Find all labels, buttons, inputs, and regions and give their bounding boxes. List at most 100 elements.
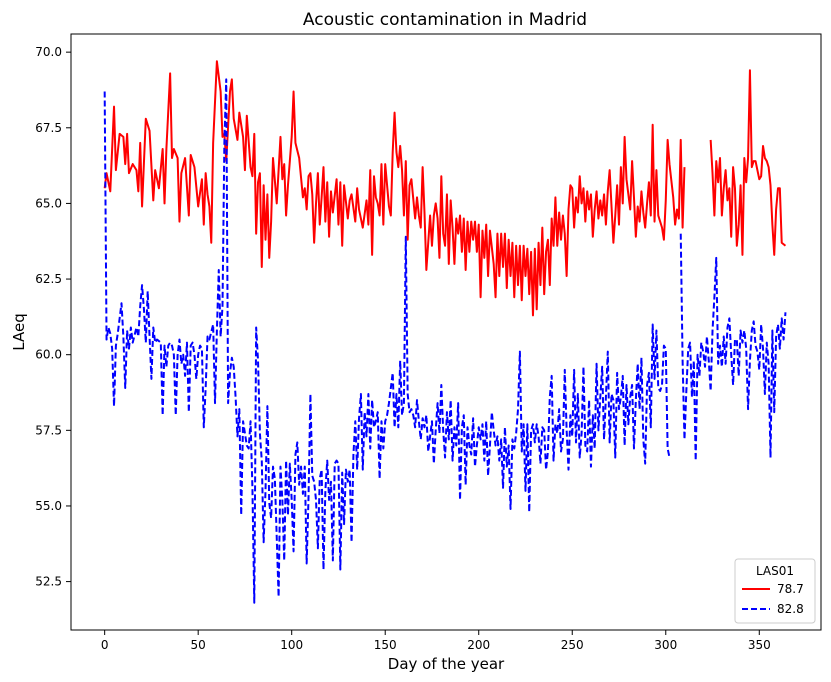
data-point	[397, 166, 399, 168]
data-point	[128, 348, 130, 350]
data-point	[545, 469, 547, 471]
data-point	[601, 215, 603, 217]
data-point	[472, 239, 474, 241]
data-point	[367, 224, 369, 226]
data-point	[164, 202, 166, 204]
data-point	[369, 447, 371, 449]
data-point	[336, 178, 338, 180]
data-point	[545, 251, 547, 253]
data-point	[358, 417, 360, 419]
data-point	[171, 157, 173, 159]
data-point	[412, 198, 414, 200]
data-point	[278, 169, 280, 171]
data-point	[178, 221, 180, 223]
data-point	[236, 139, 238, 141]
data-point	[231, 357, 233, 359]
data-point	[571, 435, 573, 437]
data-point	[672, 196, 674, 198]
data-point	[444, 457, 446, 459]
data-point	[332, 559, 334, 561]
data-point	[603, 438, 605, 440]
data-point	[111, 348, 113, 350]
data-point	[579, 175, 581, 177]
data-point	[683, 166, 685, 168]
data-point	[710, 139, 712, 141]
y-tick-label: 70.0	[35, 45, 62, 59]
data-point	[130, 168, 132, 170]
data-point	[199, 192, 201, 194]
data-point	[386, 414, 388, 416]
data-point	[143, 308, 145, 310]
data-point	[474, 221, 476, 223]
data-point	[588, 399, 590, 401]
data-point	[541, 426, 543, 428]
data-point	[321, 196, 323, 198]
data-point	[313, 242, 315, 244]
data-point	[459, 215, 461, 217]
data-point	[375, 420, 377, 422]
data-point	[663, 239, 665, 241]
data-point	[483, 460, 485, 462]
data-point	[530, 251, 532, 253]
x-tick-label: 250	[561, 638, 584, 652]
data-point	[553, 460, 555, 462]
data-point	[366, 199, 368, 201]
data-point	[276, 202, 278, 204]
data-point	[693, 360, 695, 362]
data-point	[337, 463, 339, 465]
data-point	[109, 333, 111, 335]
data-point	[349, 199, 351, 201]
data-point	[182, 354, 184, 356]
data-point	[768, 166, 770, 168]
data-point	[751, 166, 753, 168]
data-point	[450, 199, 452, 201]
data-point	[526, 423, 528, 425]
data-point	[330, 481, 332, 483]
data-point	[251, 175, 253, 177]
data-point	[132, 342, 134, 344]
data-point	[599, 396, 601, 398]
data-point	[650, 215, 652, 217]
data-point	[437, 218, 439, 220]
data-point	[188, 411, 190, 413]
data-point	[650, 426, 652, 428]
data-point	[263, 184, 265, 186]
data-point	[556, 245, 558, 247]
data-point	[779, 187, 781, 189]
data-point	[597, 218, 599, 220]
data-point	[715, 160, 717, 162]
data-point	[332, 212, 334, 214]
data-point	[627, 423, 629, 425]
data-point	[212, 323, 214, 325]
data-point	[625, 384, 627, 386]
data-point	[487, 475, 489, 477]
data-point	[605, 224, 607, 226]
data-point	[238, 408, 240, 410]
data-point	[195, 186, 197, 188]
data-point	[528, 293, 530, 295]
data-point	[590, 466, 592, 468]
data-point	[534, 248, 536, 250]
data-point	[510, 275, 512, 277]
data-point	[401, 169, 403, 171]
series-line-2	[103, 78, 787, 604]
data-point	[612, 399, 614, 401]
data-point	[541, 227, 543, 229]
data-point	[584, 221, 586, 223]
data-point	[420, 227, 422, 229]
data-point	[601, 366, 603, 368]
data-point	[388, 402, 390, 404]
data-point	[265, 239, 267, 241]
data-point	[296, 149, 298, 151]
data-point	[741, 342, 743, 344]
data-point	[231, 78, 233, 80]
data-point	[622, 375, 624, 377]
data-point	[723, 187, 725, 189]
data-point	[670, 180, 672, 182]
data-point	[308, 496, 310, 498]
data-point	[201, 178, 203, 180]
data-point	[169, 342, 171, 344]
data-point	[495, 296, 497, 298]
data-point	[467, 221, 469, 223]
data-point	[410, 178, 412, 180]
